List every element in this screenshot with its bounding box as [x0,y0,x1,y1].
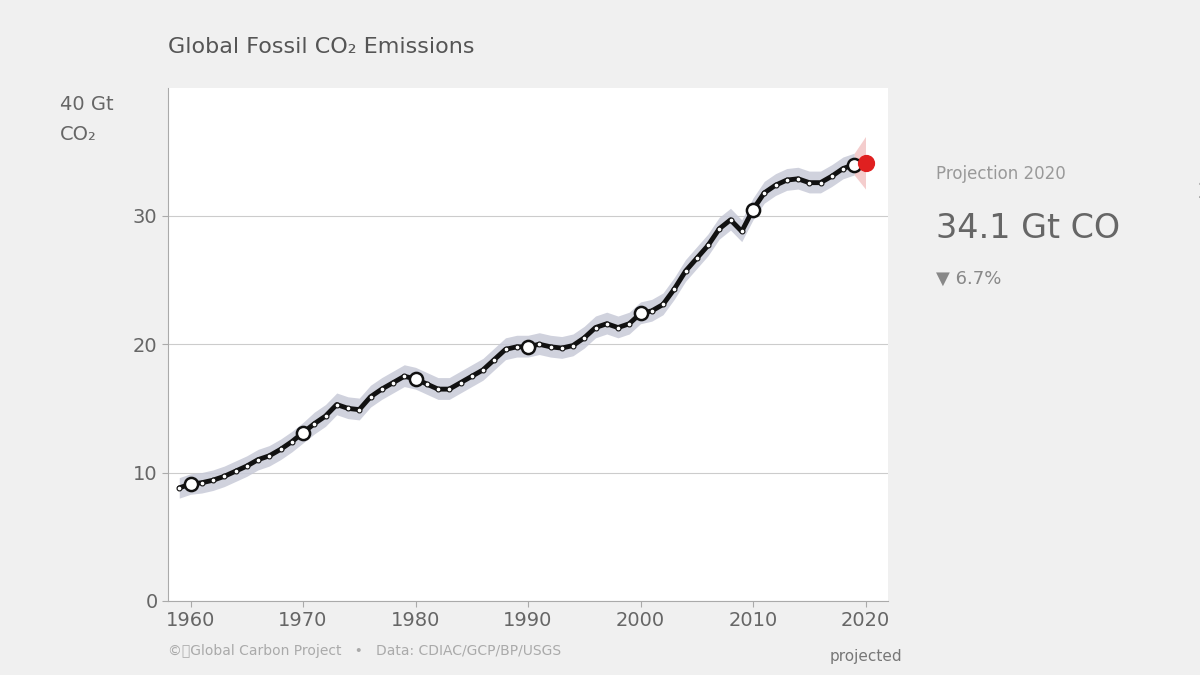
Point [406,373,425,384]
Text: Projection 2020: Projection 2020 [936,165,1066,183]
Text: Global Fossil CO₂ Emissions: Global Fossil CO₂ Emissions [168,37,474,57]
Text: CO₂: CO₂ [60,125,97,144]
Point [631,308,650,319]
Point [293,427,312,438]
Point [518,342,538,352]
Point [181,479,200,489]
Text: ©ⓘGlobal Carbon Project   •   Data: CDIAC/GCP/BP/USGS: ©ⓘGlobal Carbon Project • Data: CDIAC/GC… [168,644,562,658]
Text: 2: 2 [1198,182,1200,202]
Point [744,204,763,215]
Point [856,158,875,169]
Text: projected: projected [829,649,902,664]
Text: ▼ 6.7%: ▼ 6.7% [936,269,1001,288]
Text: 40 Gt: 40 Gt [60,95,114,113]
Point [845,159,864,170]
Text: 34.1 Gt CO: 34.1 Gt CO [936,212,1120,245]
